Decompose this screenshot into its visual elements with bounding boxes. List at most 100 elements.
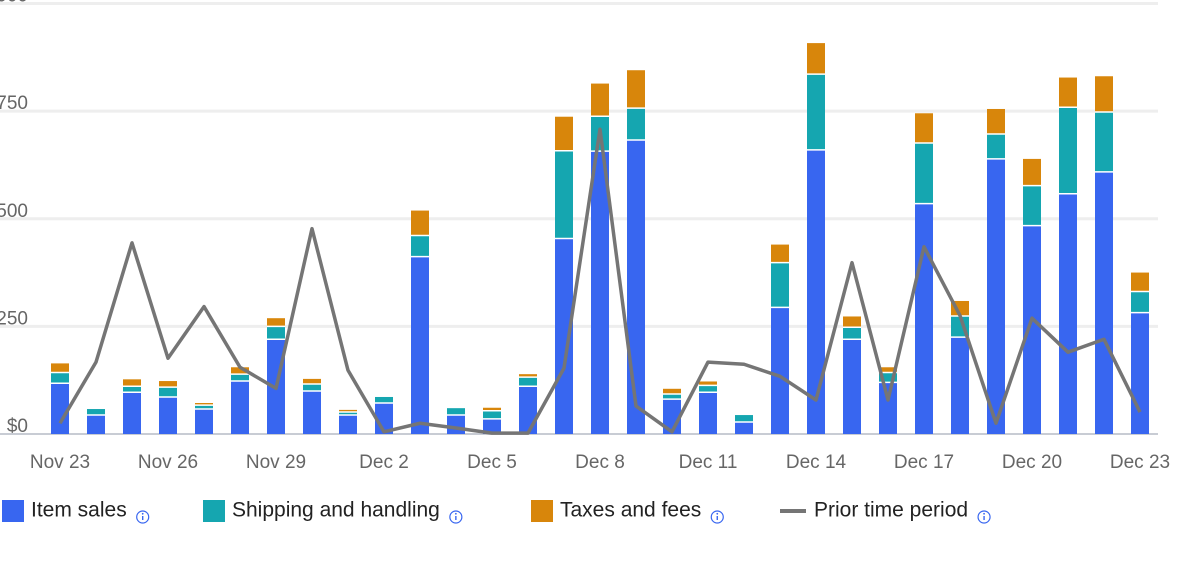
bar-segment (735, 415, 753, 422)
bar-segment (231, 374, 249, 382)
x-tick-label: Dec 14 (786, 452, 847, 473)
bar-segment (231, 381, 249, 434)
y-tick-label: $0 (7, 416, 28, 437)
bar-segment (375, 396, 393, 404)
bar-segment (483, 407, 501, 411)
bar-segment (591, 151, 609, 434)
bar-segment (699, 385, 717, 393)
legend-swatch (2, 500, 24, 522)
bar-segment (123, 386, 141, 393)
bar-segment (159, 381, 177, 388)
bar-segment (303, 390, 321, 434)
bar-segment (1095, 111, 1113, 172)
bar-segment (555, 116, 573, 151)
bar-segment (771, 307, 789, 434)
y-tick-label: $1,000 (0, 0, 28, 7)
bar-segment (1059, 107, 1077, 194)
info-icon-dot (716, 512, 719, 515)
x-tick-label: Dec 20 (1002, 452, 1062, 473)
x-tick-label: Nov 23 (30, 452, 90, 473)
bar-segment (447, 415, 465, 434)
bar-segment (915, 203, 933, 434)
bar-segment (87, 409, 105, 416)
bar-segment (447, 408, 465, 416)
bar-segment (1059, 77, 1077, 108)
bar-segment (879, 382, 897, 434)
bar-segment (879, 367, 897, 373)
bar-segment (987, 108, 1005, 134)
bar-segment (879, 372, 897, 383)
bar-segment (987, 133, 1005, 159)
legend-item: Prior time period (780, 499, 991, 524)
bar-segment (1095, 171, 1113, 434)
bar-segment (267, 318, 285, 327)
bar-segment (159, 396, 177, 434)
legend-item: Shipping and handling (203, 499, 463, 524)
bar-segment (411, 235, 429, 257)
bar-segment (1095, 76, 1113, 112)
x-tick-label: Dec 8 (575, 452, 625, 473)
info-icon-ring (449, 510, 463, 524)
bar-segment (159, 387, 177, 397)
bar-segment (51, 372, 69, 384)
bar-segment (699, 381, 717, 386)
bar-segment (843, 327, 861, 340)
bar-segment (123, 379, 141, 387)
bar-segment (735, 421, 753, 434)
bar-segment (339, 415, 357, 434)
x-tick-label: Dec 11 (679, 452, 738, 473)
bar-segment (555, 238, 573, 434)
bar-segment (807, 74, 825, 150)
bar-segment (411, 210, 429, 236)
info-icon[interactable] (977, 510, 991, 524)
bar-segment (987, 158, 1005, 434)
info-icon[interactable] (710, 510, 724, 524)
x-tick-label: Dec 17 (894, 452, 954, 473)
legend-label: Item sales (31, 499, 127, 522)
bar-segment (699, 392, 717, 434)
bar-segment (1131, 312, 1149, 434)
info-icon-dot (454, 512, 457, 515)
bar-segment (1059, 193, 1077, 434)
bar-segment (51, 383, 69, 434)
bar-segment (483, 410, 501, 419)
bar-segment (231, 367, 249, 375)
y-tick-label: $250 (0, 308, 28, 329)
bar-segment (771, 244, 789, 263)
bar-segment (1023, 225, 1041, 434)
bar-segment (627, 108, 645, 140)
info-icon-ring (710, 510, 724, 524)
legend-swatch (531, 500, 553, 522)
bar-segment (483, 418, 501, 434)
bar-segment (843, 339, 861, 434)
bar-segment (555, 150, 573, 239)
bar-segment (951, 337, 969, 434)
legend-item: Taxes and fees (531, 499, 724, 524)
bar-segment (339, 409, 357, 413)
bar-segment (51, 363, 69, 373)
bar-segment (1023, 158, 1041, 186)
info-icon[interactable] (136, 510, 150, 524)
bar-segment (771, 262, 789, 308)
line-series (58, 127, 1142, 435)
legend-label: Taxes and fees (560, 499, 701, 522)
bar-segment (411, 256, 429, 434)
legend-label: Prior time period (814, 499, 968, 522)
bar-segment (267, 326, 285, 340)
bar-segment (843, 316, 861, 328)
info-icon[interactable] (449, 510, 463, 524)
legend-item: Item sales (2, 499, 150, 524)
bar-segment (519, 374, 537, 378)
bar-segment (915, 142, 933, 204)
info-icon-ring (977, 510, 991, 524)
bar-segment (519, 377, 537, 387)
bar-segment (591, 83, 609, 117)
bar-segment (663, 388, 681, 394)
info-icon-ring (136, 510, 150, 524)
x-tick-label: Dec 2 (359, 452, 409, 473)
bar-segment (339, 412, 357, 416)
bar-segment (1023, 185, 1041, 226)
bar-segment (303, 384, 321, 391)
bar-segment (627, 139, 645, 434)
